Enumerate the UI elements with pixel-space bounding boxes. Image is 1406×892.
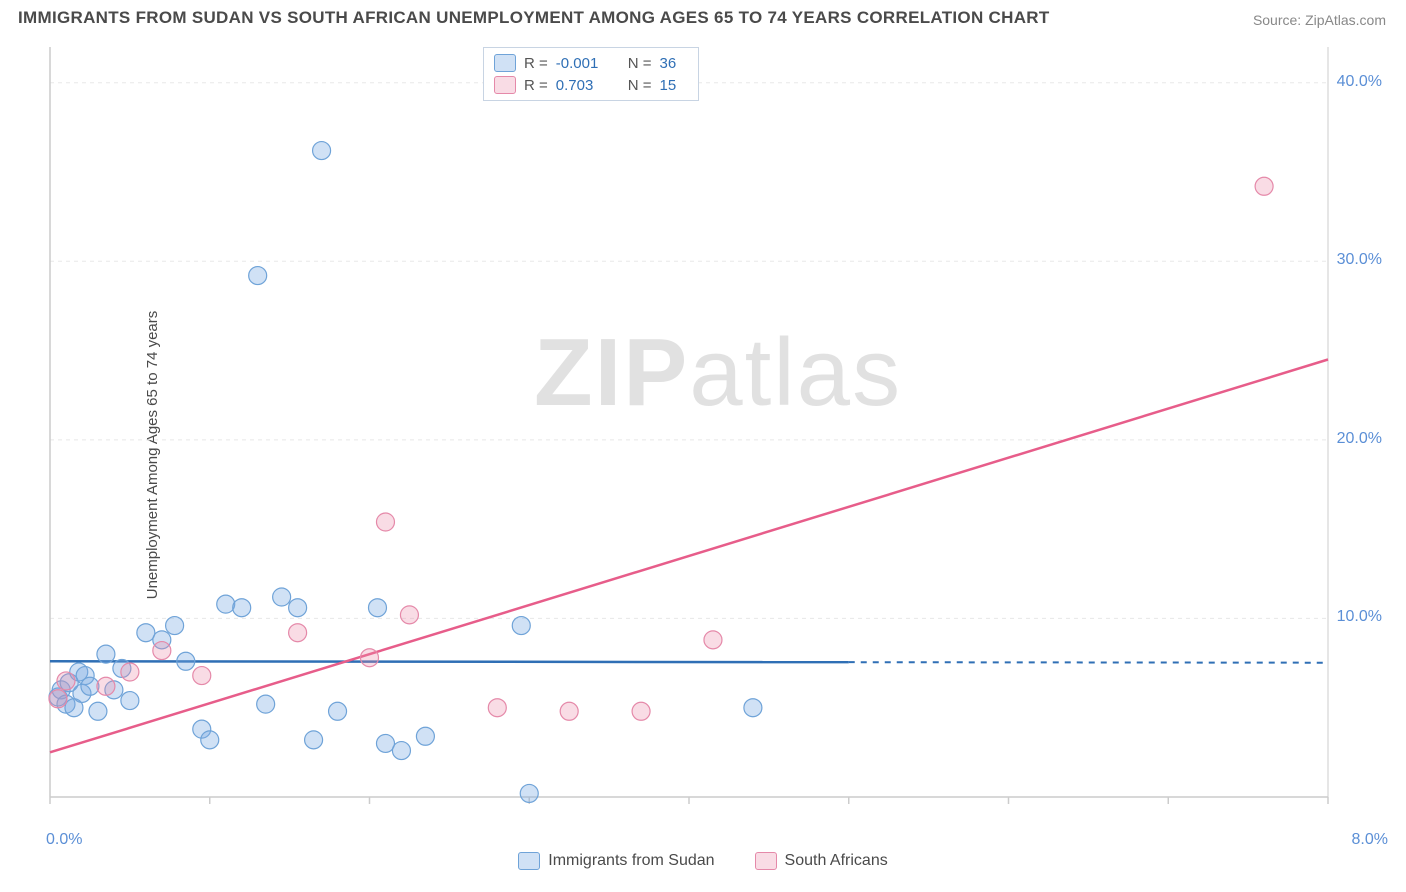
r-label: R = bbox=[524, 77, 548, 94]
x-tick-max: 8.0% bbox=[1352, 831, 1388, 849]
legend-item-south-africans: South Africans bbox=[755, 852, 888, 870]
corr-swatch bbox=[494, 54, 516, 72]
r-label: R = bbox=[524, 55, 548, 72]
y-tick-label: 30.0% bbox=[1337, 251, 1382, 269]
n-value: 36 bbox=[660, 55, 688, 72]
n-value: 15 bbox=[660, 77, 688, 94]
r-value: -0.001 bbox=[556, 55, 612, 72]
source-attribution: Source: ZipAtlas.com bbox=[1253, 12, 1386, 28]
corr-legend-row: R = -0.001 N = 36 bbox=[494, 52, 688, 74]
correlation-legend: R = -0.001 N = 36 R = 0.703 N = 15 bbox=[483, 47, 699, 101]
corr-legend-row: R = 0.703 N = 15 bbox=[494, 74, 688, 96]
corr-swatch bbox=[494, 76, 516, 94]
x-tick-min: 0.0% bbox=[46, 831, 82, 849]
y-tick-label: 20.0% bbox=[1337, 430, 1382, 448]
y-tick-label: 10.0% bbox=[1337, 608, 1382, 626]
n-label: N = bbox=[628, 77, 652, 94]
swatch-sudan bbox=[518, 852, 540, 870]
page-title: IMMIGRANTS FROM SUDAN VS SOUTH AFRICAN U… bbox=[18, 8, 1050, 28]
n-label: N = bbox=[628, 55, 652, 72]
scatter-plot: ZIPatlas R = -0.001N = 36R = 0.703N = 15… bbox=[48, 45, 1388, 825]
swatch-south-africans bbox=[755, 852, 777, 870]
legend-label-sudan: Immigrants from Sudan bbox=[548, 852, 714, 870]
y-tick-label: 40.0% bbox=[1337, 73, 1382, 91]
chart-container: Unemployment Among Ages 65 to 74 years Z… bbox=[0, 40, 1406, 870]
source-link[interactable]: ZipAtlas.com bbox=[1305, 12, 1386, 28]
series-legend: Immigrants from Sudan South Africans bbox=[0, 852, 1406, 870]
plot-svg bbox=[48, 45, 1388, 825]
legend-item-sudan: Immigrants from Sudan bbox=[518, 852, 714, 870]
source-prefix: Source: bbox=[1253, 12, 1305, 28]
r-value: 0.703 bbox=[556, 77, 612, 94]
legend-label-south-africans: South Africans bbox=[785, 852, 888, 870]
